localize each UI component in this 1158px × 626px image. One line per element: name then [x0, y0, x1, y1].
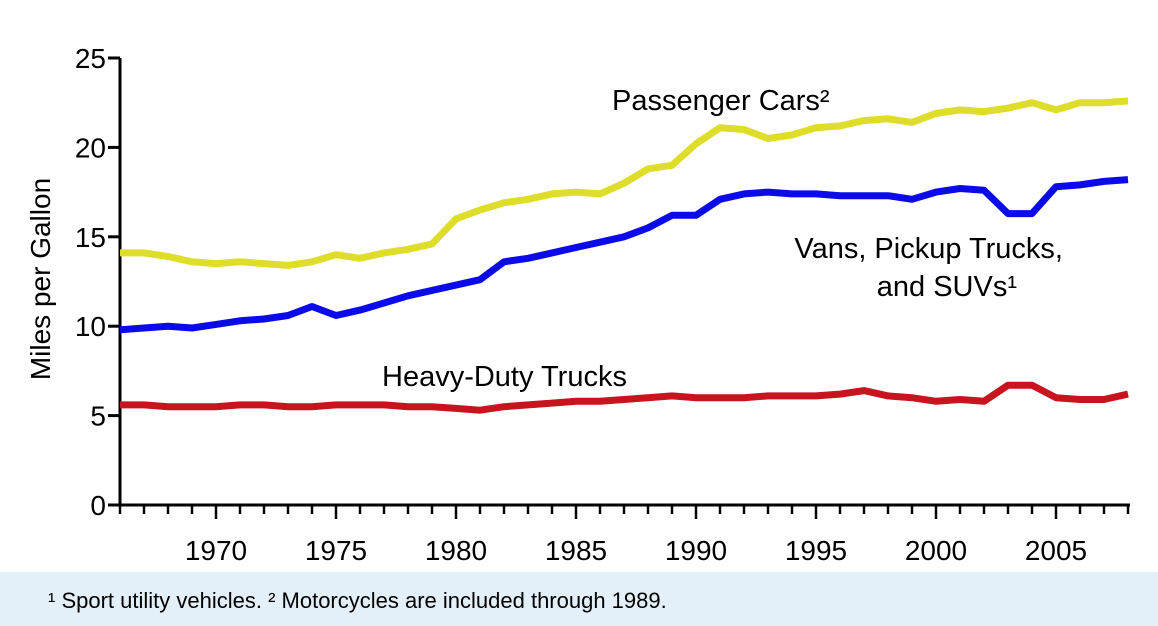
- series-lines: [119, 97, 1129, 414]
- annotation-vans-line1: Vans, Pickup Trucks,: [794, 233, 1063, 265]
- x-tick-label: 1970: [185, 535, 247, 566]
- x-tick-label: 1985: [545, 535, 607, 566]
- axes: 0 5 10 15 20 25 1970 1975 1980 1985 1990 1995 2000 20…: [75, 43, 1130, 566]
- y-tick-label: 15: [75, 222, 106, 253]
- y-tick-label: 0: [90, 490, 106, 521]
- y-tick-label: 25: [75, 43, 106, 74]
- x-tick-label: 1995: [785, 535, 847, 566]
- x-tick-label: 1990: [665, 535, 727, 566]
- x-tick-label: 1975: [305, 535, 367, 566]
- annotation-heavy-duty: Heavy-Duty Trucks: [382, 361, 627, 393]
- series-line-3: [120, 381, 1129, 414]
- series-line-1: [120, 97, 1129, 269]
- series-line-2: [119, 176, 1129, 334]
- x-tick-label: 2000: [905, 535, 967, 566]
- line-chart: 0 5 10 15 20 25 1970 1975 1980 1985 1990 1995 2000 20…: [25, 43, 1130, 566]
- y-tick-label: 10: [75, 311, 106, 342]
- y-tick-label: 5: [90, 401, 106, 432]
- y-axis-label: Miles per Gallon: [25, 178, 56, 380]
- annotation-vans-line2: and SUVs¹: [877, 271, 1018, 303]
- footnote-bar: ¹ Sport utility vehicles. ² Motorcycles …: [0, 572, 1158, 626]
- x-tick-label: 2005: [1025, 535, 1087, 566]
- y-tick-label: 20: [75, 132, 106, 163]
- annotation-passenger-cars: Passenger Cars²: [612, 85, 830, 117]
- footnote-text: ¹ Sport utility vehicles. ² Motorcycles …: [48, 588, 667, 613]
- x-tick-label: 1980: [425, 535, 487, 566]
